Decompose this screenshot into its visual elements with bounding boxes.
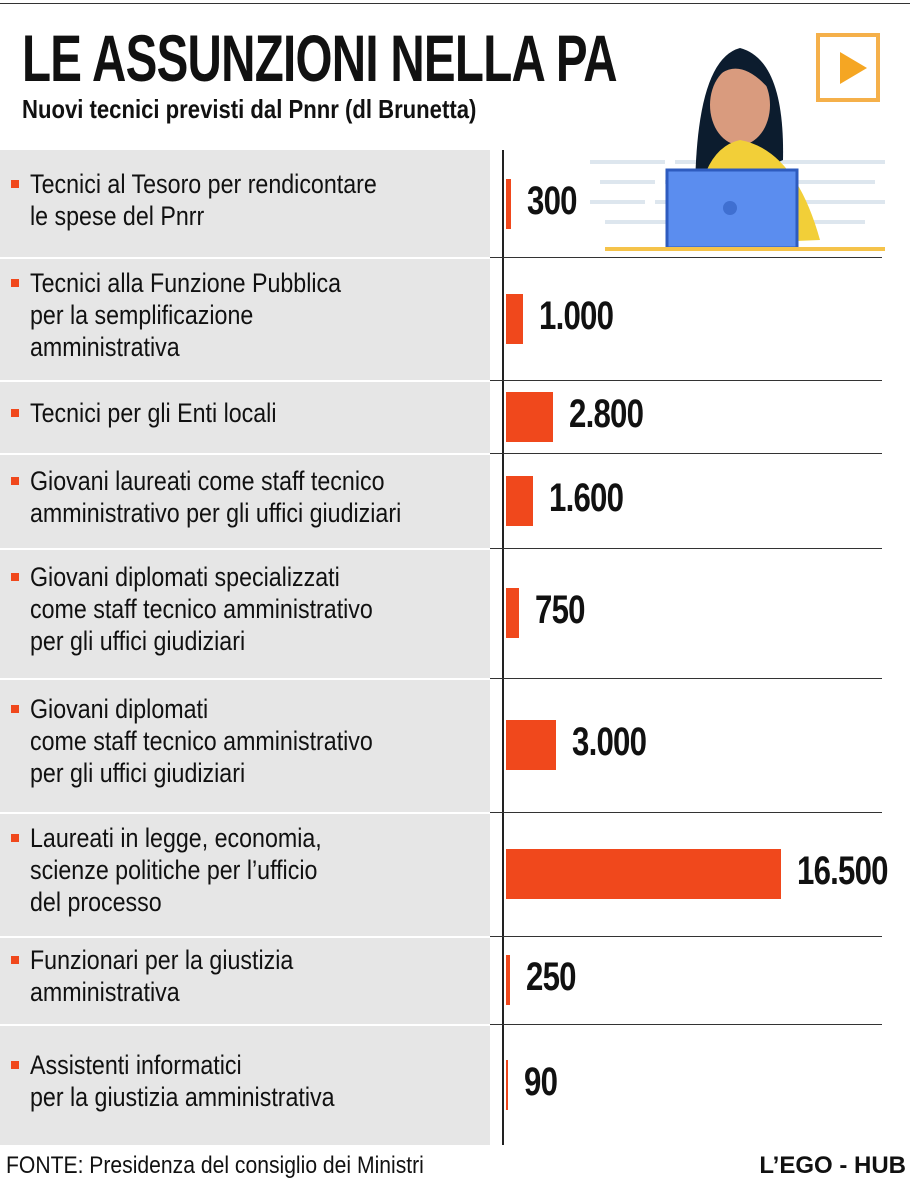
bar bbox=[506, 178, 511, 229]
bullet bbox=[11, 179, 19, 188]
value-label: 16.500 bbox=[797, 849, 889, 893]
bar bbox=[506, 293, 523, 344]
category-label: Assistenti informatici per la giustizia … bbox=[30, 1049, 335, 1112]
chart-subtitle: Nuovi tecnici previsti dal Pnnr (dl Brun… bbox=[22, 94, 477, 124]
bar bbox=[506, 955, 511, 1005]
row-divider bbox=[0, 380, 490, 382]
value-label: 750 bbox=[534, 588, 586, 632]
row-divider bbox=[490, 453, 882, 454]
category-label: Funzionari per la giustizia amministrati… bbox=[30, 945, 294, 1007]
value-label: 2.800 bbox=[568, 391, 644, 436]
label-panel bbox=[0, 150, 490, 1145]
row-divider bbox=[0, 678, 490, 680]
category-label: Laureati in legge, economia, scienze pol… bbox=[30, 823, 322, 917]
row-divider bbox=[0, 936, 490, 938]
bullet bbox=[11, 956, 19, 964]
bullet bbox=[11, 834, 19, 842]
value-label: 1.600 bbox=[548, 475, 624, 520]
row-divider bbox=[0, 812, 490, 814]
category-label: Giovani laureati come staff tecnico ammi… bbox=[30, 465, 402, 528]
row-divider bbox=[490, 812, 882, 813]
row-divider bbox=[490, 936, 882, 937]
value-label: 90 bbox=[523, 1059, 558, 1104]
row-divider bbox=[490, 257, 882, 258]
bar bbox=[506, 475, 533, 526]
top-rule bbox=[0, 3, 910, 4]
axis-line bbox=[502, 150, 504, 1145]
row-divider bbox=[490, 678, 882, 679]
source: FONTE: Presidenza del consiglio dei Mini… bbox=[6, 1152, 424, 1179]
bullet bbox=[11, 408, 19, 417]
row-divider bbox=[490, 548, 882, 549]
value-label: 3.000 bbox=[572, 720, 647, 764]
bar bbox=[506, 720, 556, 770]
value-label: 300 bbox=[527, 178, 578, 223]
row-divider bbox=[490, 380, 882, 381]
bar bbox=[506, 588, 519, 638]
value-label: 1.000 bbox=[538, 293, 614, 338]
bullet bbox=[11, 573, 19, 581]
row-divider bbox=[0, 548, 490, 550]
bar bbox=[506, 1059, 508, 1110]
bar bbox=[506, 849, 781, 899]
illustration bbox=[590, 33, 885, 251]
category-label: Giovani diplomati specializzati come sta… bbox=[30, 562, 373, 656]
bullet bbox=[11, 705, 19, 713]
row-divider bbox=[0, 1024, 490, 1026]
bullet bbox=[11, 1060, 19, 1069]
row-divider bbox=[0, 453, 490, 455]
chart-title: LE ASSUNZIONI NELLA PA bbox=[22, 21, 618, 95]
row-divider bbox=[0, 257, 490, 259]
value-label: 250 bbox=[526, 955, 577, 999]
category-label: Tecnici alla Funzione Pubblica per la se… bbox=[30, 267, 342, 362]
category-label: Giovani diplomati come staff tecnico amm… bbox=[30, 694, 373, 788]
bullet bbox=[11, 278, 19, 287]
brand: L’EGO - HUB bbox=[759, 1152, 906, 1179]
category-label: Tecnici al Tesoro per rendicontare le sp… bbox=[30, 168, 377, 231]
row-divider bbox=[490, 1024, 882, 1025]
category-label: Tecnici per gli Enti locali bbox=[30, 397, 277, 428]
bullet bbox=[11, 476, 19, 485]
bar bbox=[506, 391, 553, 442]
